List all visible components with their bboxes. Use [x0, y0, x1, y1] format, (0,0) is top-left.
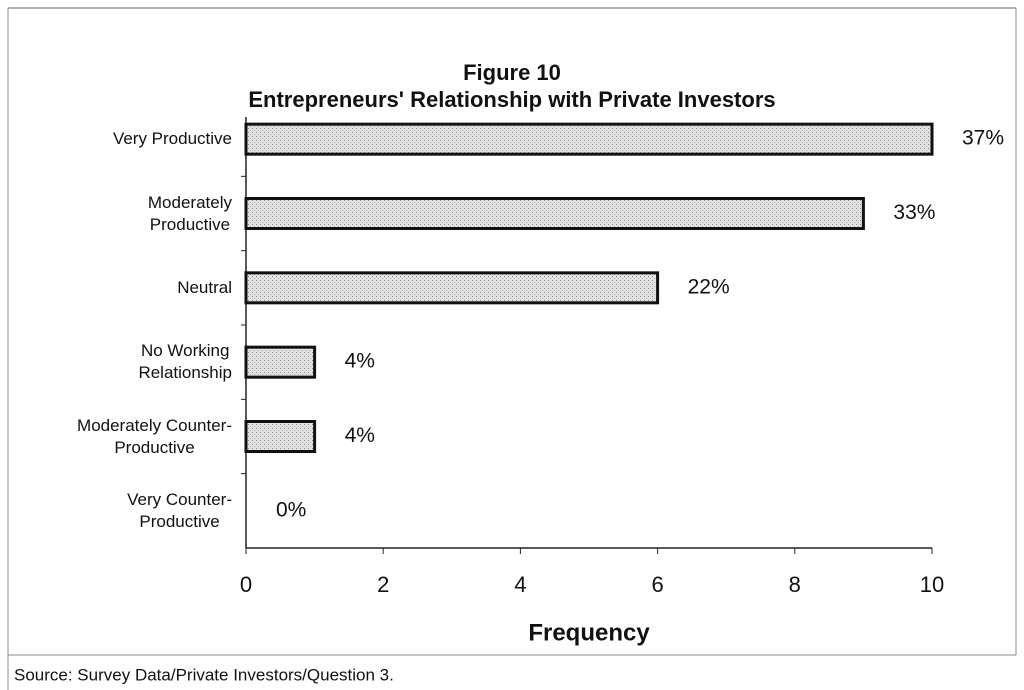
y-tick-label: Neutral	[177, 277, 232, 297]
bar	[244, 122, 934, 156]
bar	[244, 420, 317, 453]
x-tick-label: 8	[789, 572, 801, 597]
x-tick-label: 6	[651, 572, 663, 597]
bar	[244, 345, 317, 379]
bar	[244, 197, 865, 230]
chart-title: Figure 10	[463, 60, 561, 85]
chart-subtitle: Entrepreneurs' Relationship with Private…	[248, 87, 775, 112]
y-tick-label: Moderately Productive	[147, 192, 232, 234]
data-label: 4%	[345, 350, 375, 373]
y-tick-label: No Working Relationship	[138, 341, 232, 383]
data-label: 4%	[345, 424, 375, 447]
y-tick-label: Moderately Counter- Productive	[77, 415, 232, 457]
x-tick-label: 0	[240, 572, 252, 597]
x-axis-label: Frequency	[528, 619, 650, 646]
y-tick-label: Very Counter- Productive	[127, 489, 232, 531]
y-tick-label: Very Productive	[112, 129, 232, 149]
data-label: 22%	[688, 275, 730, 298]
data-label: 37%	[962, 127, 1004, 150]
x-tick-label: 2	[377, 572, 389, 597]
bar	[244, 271, 660, 305]
x-tick-label: 4	[514, 572, 526, 597]
data-label: 33%	[893, 201, 935, 224]
source-note: Source: Survey Data/Private Investors/Qu…	[14, 665, 394, 684]
data-label: 0%	[276, 498, 306, 521]
x-tick-label: 10	[920, 572, 944, 597]
